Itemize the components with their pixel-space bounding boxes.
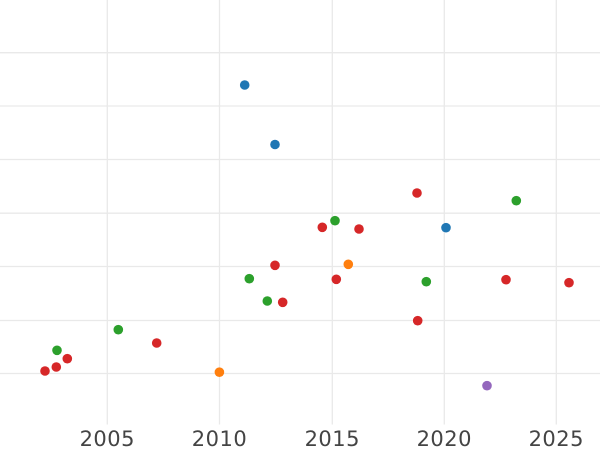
- scatter-point-red: [277, 297, 288, 308]
- scatter-point-red: [62, 353, 73, 364]
- scatter-point-red: [354, 224, 364, 234]
- scatter-point-purple: [482, 380, 492, 391]
- scatter-point-blue: [270, 139, 280, 150]
- scatter-point-green: [113, 324, 124, 335]
- scatter-point-red: [151, 338, 162, 348]
- scatter-point-green: [421, 276, 432, 287]
- scatter-point-blue: [441, 222, 451, 233]
- scatter-point-red: [501, 274, 511, 285]
- x-tick-label-2015: 2015: [304, 427, 361, 450]
- scatter-point-orange: [343, 259, 354, 270]
- scatter-point-red: [564, 277, 574, 288]
- scatter-point-red: [270, 260, 280, 271]
- scatter-point-red: [412, 315, 423, 326]
- scatter-point-blue: [239, 80, 250, 90]
- scatter-point-red: [40, 366, 50, 376]
- scatter-point-green: [262, 296, 273, 306]
- x-tick-label-2025: 2025: [528, 427, 585, 450]
- scatter-point-red: [412, 188, 422, 198]
- x-tick-label-2010: 2010: [191, 427, 248, 450]
- x-tick-label-2005: 2005: [79, 427, 136, 450]
- scatter-point-green: [330, 215, 340, 226]
- scatter-point-red: [317, 222, 328, 233]
- scatter-point-green: [244, 273, 255, 284]
- scatter-point-green: [52, 345, 62, 356]
- scatter-point-orange: [214, 367, 225, 378]
- scatter-point-red: [51, 362, 62, 372]
- scatter-point-green: [511, 195, 522, 206]
- scatter-point-red: [331, 274, 342, 285]
- x-tick-label-2020: 2020: [416, 427, 473, 450]
